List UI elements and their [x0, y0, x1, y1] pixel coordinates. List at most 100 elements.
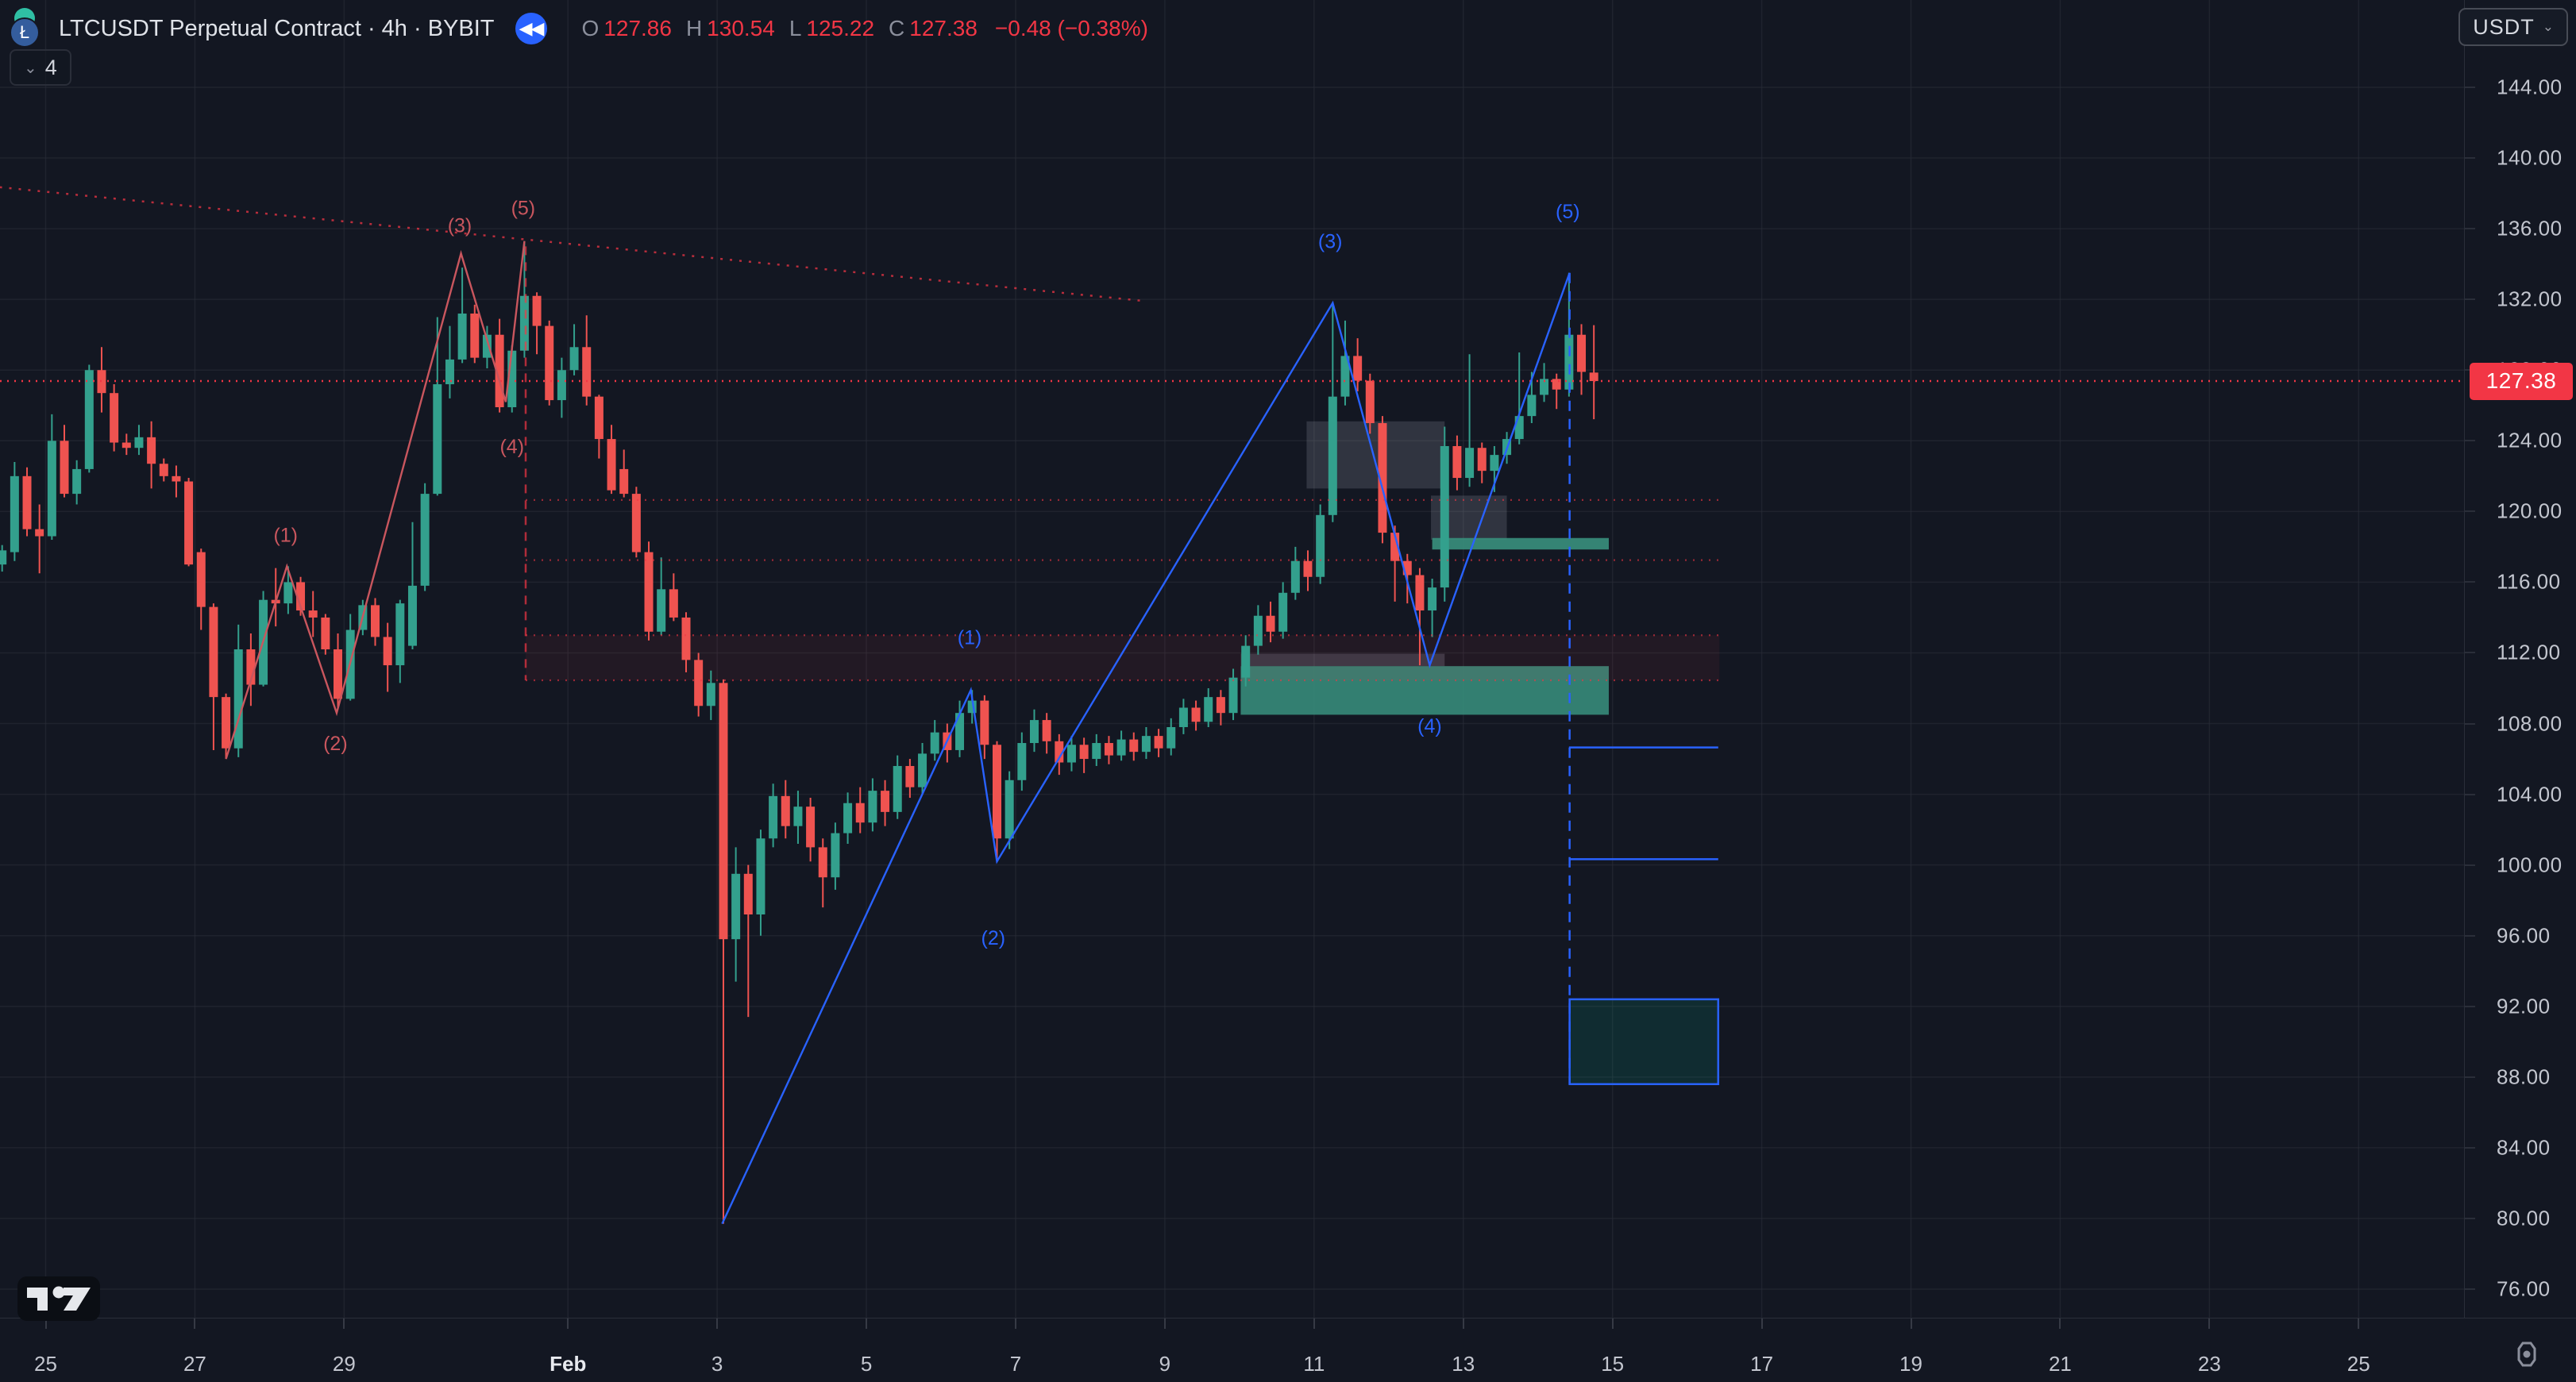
price-tickmark	[2465, 652, 2475, 654]
time-tickmark	[866, 1318, 868, 1329]
time-tickmark	[343, 1318, 345, 1329]
time-tick-label: 21	[2048, 1352, 2072, 1376]
wave-label-blue: (3)	[1318, 231, 1343, 253]
time-tick-label: 13	[1452, 1352, 1475, 1376]
wave-label-red: (3)	[448, 215, 472, 237]
wave-label-red: (1)	[273, 524, 298, 546]
wave-label-blue: (5)	[1556, 201, 1580, 223]
time-tick-label: 15	[1601, 1352, 1625, 1376]
blue-target-hlines[interactable]	[1568, 746, 1718, 860]
close-value: 127.38	[909, 16, 978, 40]
price-tick-label: 136.00	[2497, 216, 2563, 241]
price-tickmark	[2465, 581, 2475, 583]
indicator-count: 4	[44, 55, 57, 79]
wave-label-blue: (2)	[981, 927, 1006, 949]
change-value: −0.48 (−0.38%)	[994, 16, 1148, 40]
ohlc-readout: O 127.86 H 130.54 L 125.22 C 127.38 −0.4…	[582, 16, 1148, 41]
open-label: O	[581, 16, 600, 40]
price-tick-label: 124.00	[2497, 428, 2563, 452]
time-tick-label: 3	[711, 1352, 723, 1376]
time-tick-label: 29	[332, 1352, 356, 1376]
time-tick-label: 25	[2347, 1352, 2370, 1376]
time-tick-label: 25	[34, 1352, 57, 1376]
time-tick-label: Feb	[550, 1352, 587, 1376]
time-tickmark	[1760, 1318, 1763, 1329]
price-tickmark	[2465, 510, 2475, 513]
price-tick-label: 88.00	[2497, 1064, 2551, 1089]
time-tick-label: 7	[1009, 1352, 1022, 1376]
price-tick-label: 140.00	[2497, 145, 2563, 170]
wave-label-red: (4)	[499, 436, 524, 458]
pink-band	[525, 635, 1720, 680]
time-tickmark	[1313, 1318, 1315, 1329]
gray-box-1	[1306, 421, 1445, 489]
jump-back-button[interactable]: ◀◀	[515, 13, 547, 44]
price-axis[interactable]: 144.00140.00136.00132.00128.00124.00120.…	[2464, 0, 2576, 1318]
chart-canvas-area[interactable]: (1) (2) (3) (4) (5) (1) (2) (3) (4) (5)	[0, 0, 2464, 1318]
price-tickmark	[2465, 1146, 2475, 1149]
price-tickmark	[2465, 722, 2475, 725]
price-tickmark	[2465, 87, 2475, 88]
wave-label-blue: (4)	[1417, 715, 1442, 737]
wave-label-red: (5)	[511, 197, 536, 219]
time-tickmark	[567, 1318, 569, 1329]
price-tick-label: 112.00	[2497, 640, 2561, 664]
time-tick-label: 5	[860, 1352, 873, 1376]
teal-box	[1240, 666, 1609, 715]
time-tickmark	[194, 1318, 196, 1329]
symbol-title[interactable]: LTCUSDT Perpetual Contract · 4h · BYBIT	[59, 15, 495, 41]
time-tick-label: 23	[2197, 1352, 2221, 1376]
price-tick-label: 120.00	[2497, 499, 2563, 523]
time-tickmark	[1910, 1318, 1912, 1329]
litecoin-logo-icon: Ł	[10, 17, 40, 48]
low-label: L	[789, 16, 802, 40]
price-tickmark	[2465, 440, 2475, 442]
blue-target-box	[1568, 998, 1720, 1085]
time-tickmark	[2059, 1318, 2061, 1329]
candlesticks-layer	[0, 241, 1598, 1224]
currency-unit-button[interactable]: USDT ⌄	[2458, 8, 2568, 46]
price-tick-label: 100.00	[2497, 853, 2563, 877]
time-tick-label: 19	[1899, 1352, 1922, 1376]
time-tick-label: 11	[1303, 1352, 1325, 1376]
price-tickmark	[2465, 228, 2475, 230]
ltc-symbol-logo-icon: Ł	[10, 8, 51, 49]
gear-icon	[2517, 1342, 2536, 1367]
price-tick-label: 80.00	[2497, 1206, 2551, 1230]
time-tick-label: 27	[183, 1352, 206, 1376]
gray-strip	[1240, 653, 1445, 667]
price-tick-label: 96.00	[2497, 923, 2551, 948]
time-tickmark	[716, 1318, 719, 1329]
time-tickmark	[2208, 1318, 2211, 1329]
wave-label-red: (2)	[323, 733, 348, 755]
time-axis[interactable]: 25 27 29 Feb 3 5 7 9 11 13 15 17 19 21 23 25	[0, 1318, 2576, 1382]
low-value: 125.22	[806, 16, 875, 40]
time-tickmark	[1462, 1318, 1464, 1329]
close-label: C	[889, 16, 905, 40]
price-tickmark	[2465, 1288, 2475, 1291]
elliott-wave-red[interactable]: (1) (2) (3) (4) (5)	[225, 197, 536, 760]
price-tick-label: 116.00	[2497, 569, 2561, 594]
chevron-down-icon: ⌄	[24, 59, 37, 77]
tradingview-logo[interactable]	[17, 1276, 105, 1321]
time-tick-label: 17	[1750, 1352, 1774, 1376]
indicators-collapse-pill[interactable]: ⌄ 4	[10, 49, 71, 86]
price-tickmark	[2465, 934, 2475, 937]
fib-retracement-lines[interactable]	[525, 499, 1720, 682]
price-tickmark	[2465, 864, 2475, 866]
high-label: H	[685, 16, 703, 40]
price-tickmark	[2465, 793, 2475, 795]
chart-header: Ł LTCUSDT Perpetual Contract · 4h · BYBI…	[10, 8, 1148, 49]
price-tick-label: 76.00	[2497, 1276, 2551, 1301]
price-tick-label: 104.00	[2497, 782, 2563, 806]
descending-trendline[interactable]	[0, 186, 1147, 302]
high-value: 130.54	[707, 16, 775, 40]
open-value: 127.86	[604, 16, 672, 40]
price-tickmark	[2465, 1076, 2475, 1078]
time-tickmark	[1163, 1318, 1166, 1329]
time-tick-label: 9	[1159, 1352, 1171, 1376]
price-tick-label: 84.00	[2497, 1135, 2551, 1160]
price-tickmark	[2465, 1005, 2475, 1007]
elliott-wave-blue[interactable]: (1) (2) (3) (4) (5)	[721, 201, 1580, 1225]
time-axis-settings-button[interactable]	[2509, 1337, 2544, 1372]
